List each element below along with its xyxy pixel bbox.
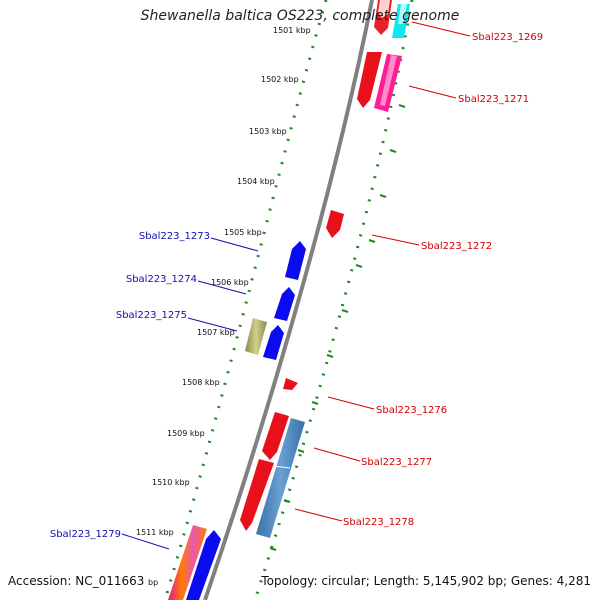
- gene-sbal223-1272-arrow[interactable]: [326, 210, 344, 238]
- label-connector-lines: [121, 21, 471, 550]
- gene-label-sbal223-1269[interactable]: Sbal223_1269: [472, 32, 543, 43]
- gene-label-sbal223-1272[interactable]: Sbal223_1272: [421, 241, 492, 252]
- gene-label-sbal223-1271[interactable]: Sbal223_1271: [458, 94, 529, 105]
- gene-1269-white-arrow[interactable]: [378, 0, 390, 18]
- gene-sbal223-1277b-arrow[interactable]: [240, 459, 274, 531]
- gene-cyan-arrow-highlight: [398, 4, 407, 24]
- gene-label-sbal223-1278[interactable]: Sbal223_1278: [343, 517, 414, 528]
- map-title: Shewanella baltica OS223, complete genom…: [140, 8, 460, 24]
- gene-sbal223-1274-arrow[interactable]: [274, 287, 295, 321]
- tick-label-1512: bp: [148, 578, 158, 587]
- tick-label-1507: 1507 kbp: [197, 328, 235, 337]
- gene-sbal223-1271-highlight: [380, 55, 397, 106]
- tick-label-1505: 1505 kbp: [224, 228, 262, 237]
- gene-labels: Sbal223_1269 Sbal223_1271 Sbal223_1272 S…: [50, 32, 543, 540]
- gene-sbal223-1275-arrow[interactable]: [245, 318, 267, 355]
- connector-1278: [294, 508, 343, 522]
- tick-label-1501: 1501 kbp: [273, 26, 311, 35]
- tick-label-1502: 1502 kbp: [261, 75, 299, 84]
- gene-sbal223-1279-multi-arrow[interactable]: [168, 525, 207, 600]
- connector-1276: [327, 396, 375, 410]
- genome-backbone: [203, 0, 374, 600]
- tick-label-1504: 1504 kbp: [237, 177, 275, 186]
- tick-label-1503: 1503 kbp: [249, 127, 287, 136]
- forward-strand-genes: [240, 0, 410, 538]
- accession-text: Accession: NC_011663: [8, 574, 145, 588]
- gene-sbal223-1277-arrow[interactable]: [262, 412, 289, 460]
- tick-label-1508: 1508 kbp: [182, 378, 220, 387]
- connector-1275: [187, 317, 238, 332]
- gene-sbal223-1270-arrow[interactable]: [357, 52, 382, 108]
- connector-1271: [408, 85, 457, 99]
- outer-ring-tick-marks: [269, 104, 406, 551]
- gene-label-sbal223-1276[interactable]: Sbal223_1276: [376, 405, 447, 416]
- gene-label-sbal223-1277[interactable]: Sbal223_1277: [361, 457, 432, 468]
- connector-1272: [371, 234, 420, 246]
- gene-label-sbal223-1275[interactable]: Sbal223_1275: [116, 310, 187, 321]
- gene-label-sbal223-1279[interactable]: Sbal223_1279: [50, 529, 121, 540]
- gene-label-sbal223-1273[interactable]: Sbal223_1273: [139, 231, 210, 242]
- gene-sbal223-1273-arrow[interactable]: [285, 241, 306, 280]
- connector-1279: [121, 533, 170, 550]
- genome-summary-text: Topology: circular; Length: 5,145,902 bp…: [261, 574, 591, 588]
- gene-1278-divider: [272, 465, 291, 469]
- gene-sbal223-1276-arrow[interactable]: [283, 378, 298, 390]
- tick-label-1509: 1509 kbp: [167, 429, 205, 438]
- gene-sbal223-1279b-arrow[interactable]: [186, 530, 221, 600]
- tick-label-1506: 1506 kbp: [211, 278, 249, 287]
- tick-label-1511: 1511 kbp: [136, 528, 174, 537]
- kbp-tick-labels: 1501 kbp 1502 kbp 1503 kbp 1504 kbp 1505…: [136, 26, 311, 587]
- reverse-strand-genes: [168, 241, 306, 600]
- connector-1273: [210, 237, 259, 252]
- gene-label-sbal223-1274[interactable]: Sbal223_1274: [126, 274, 197, 285]
- gene-sbal223-1275a-arrow[interactable]: [263, 325, 284, 360]
- connector-1274: [197, 280, 247, 295]
- gene-sbal223-1278-arrow[interactable]: [256, 418, 305, 538]
- connector-1277: [313, 447, 361, 462]
- tick-label-1510: 1510 kbp: [152, 478, 190, 487]
- inner-dotted-ring: [163, 0, 328, 600]
- connector-1269: [411, 21, 471, 37]
